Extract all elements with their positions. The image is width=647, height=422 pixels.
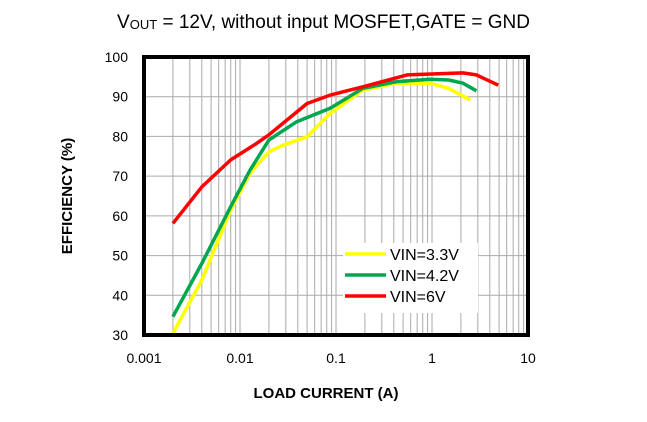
x-tick-label: 0.1 bbox=[326, 350, 346, 366]
chart-title: VOUT = 12V, without input MOSFET,GATE = … bbox=[0, 12, 647, 34]
series-line-vin-6v bbox=[171, 71, 500, 225]
title-v: V bbox=[117, 12, 130, 33]
x-tick-label: 1 bbox=[428, 350, 436, 366]
y-tick-label: 50 bbox=[112, 248, 128, 264]
y-tick-label: 90 bbox=[112, 89, 128, 105]
y-tick-label: 30 bbox=[112, 327, 128, 343]
legend-label: VIN=6V bbox=[390, 289, 446, 306]
x-axis-label: LOAD CURRENT (A) bbox=[254, 385, 399, 402]
y-axis-label: EFFICIENCY (%) bbox=[59, 138, 76, 254]
series-line-vin-4-2v bbox=[171, 77, 478, 318]
title-subscript: OUT bbox=[129, 17, 158, 32]
y-tick-label: 100 bbox=[105, 49, 129, 65]
y-tick-label: 80 bbox=[112, 128, 128, 144]
y-tick-label: 60 bbox=[112, 208, 128, 224]
legend-label: VIN=3.3V bbox=[390, 247, 459, 264]
y-tick-label: 70 bbox=[112, 168, 128, 184]
x-tick-label: 0.001 bbox=[126, 350, 161, 366]
plot-frame bbox=[142, 55, 530, 337]
x-tick-label: 0.01 bbox=[226, 350, 253, 366]
legend-label: VIN=4.2V bbox=[390, 268, 459, 285]
title-rest: = 12V, without input MOSFET,GATE = GND bbox=[157, 12, 530, 33]
x-tick-label: 10 bbox=[520, 350, 536, 366]
y-tick-label: 40 bbox=[112, 287, 128, 303]
